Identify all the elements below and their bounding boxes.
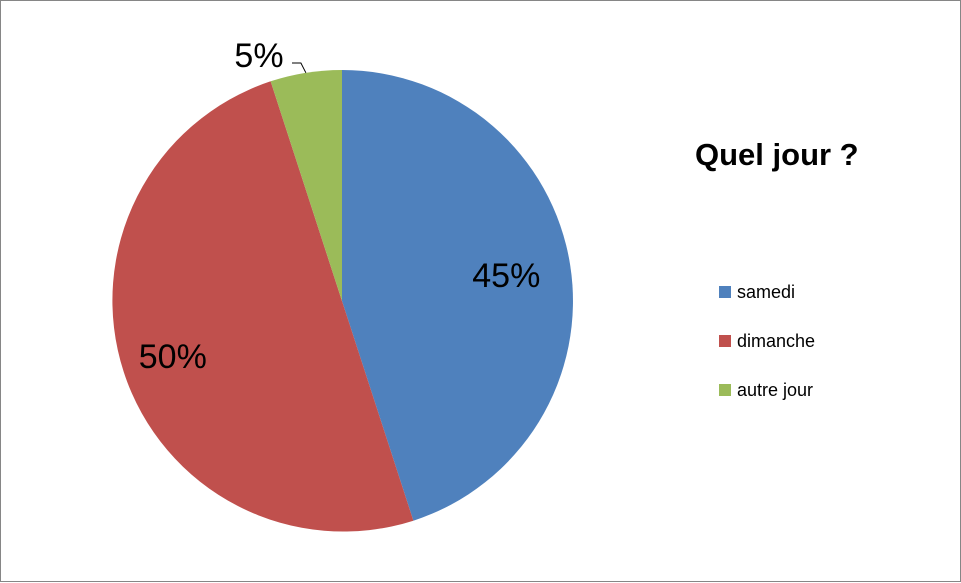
leader-line-autre-jour [292, 62, 307, 74]
legend-swatch-samedi [719, 286, 731, 298]
legend: samedi dimanche autre jour [719, 279, 815, 426]
pie-slice-dimanche [112, 81, 414, 532]
legend-swatch-autre-jour [719, 384, 731, 396]
data-label-samedi: 45% [472, 257, 540, 295]
chart-title: Quel jour ? [695, 137, 859, 172]
legend-item-autre-jour: autre jour [719, 377, 815, 403]
legend-label-autre-jour: autre jour [737, 379, 814, 400]
legend-swatch-dimanche [719, 335, 731, 347]
data-label-dimanche: 50% [139, 338, 207, 376]
legend-label-samedi: samedi [737, 281, 796, 302]
pie-slice-samedi [342, 70, 573, 521]
legend-item-dimanche: dimanche [719, 328, 815, 354]
pie-slice-autre-jour [270, 70, 342, 301]
legend-label-dimanche: dimanche [737, 330, 816, 351]
data-label-autre-jour: 5% [234, 37, 283, 75]
legend-item-samedi: samedi [719, 279, 815, 305]
